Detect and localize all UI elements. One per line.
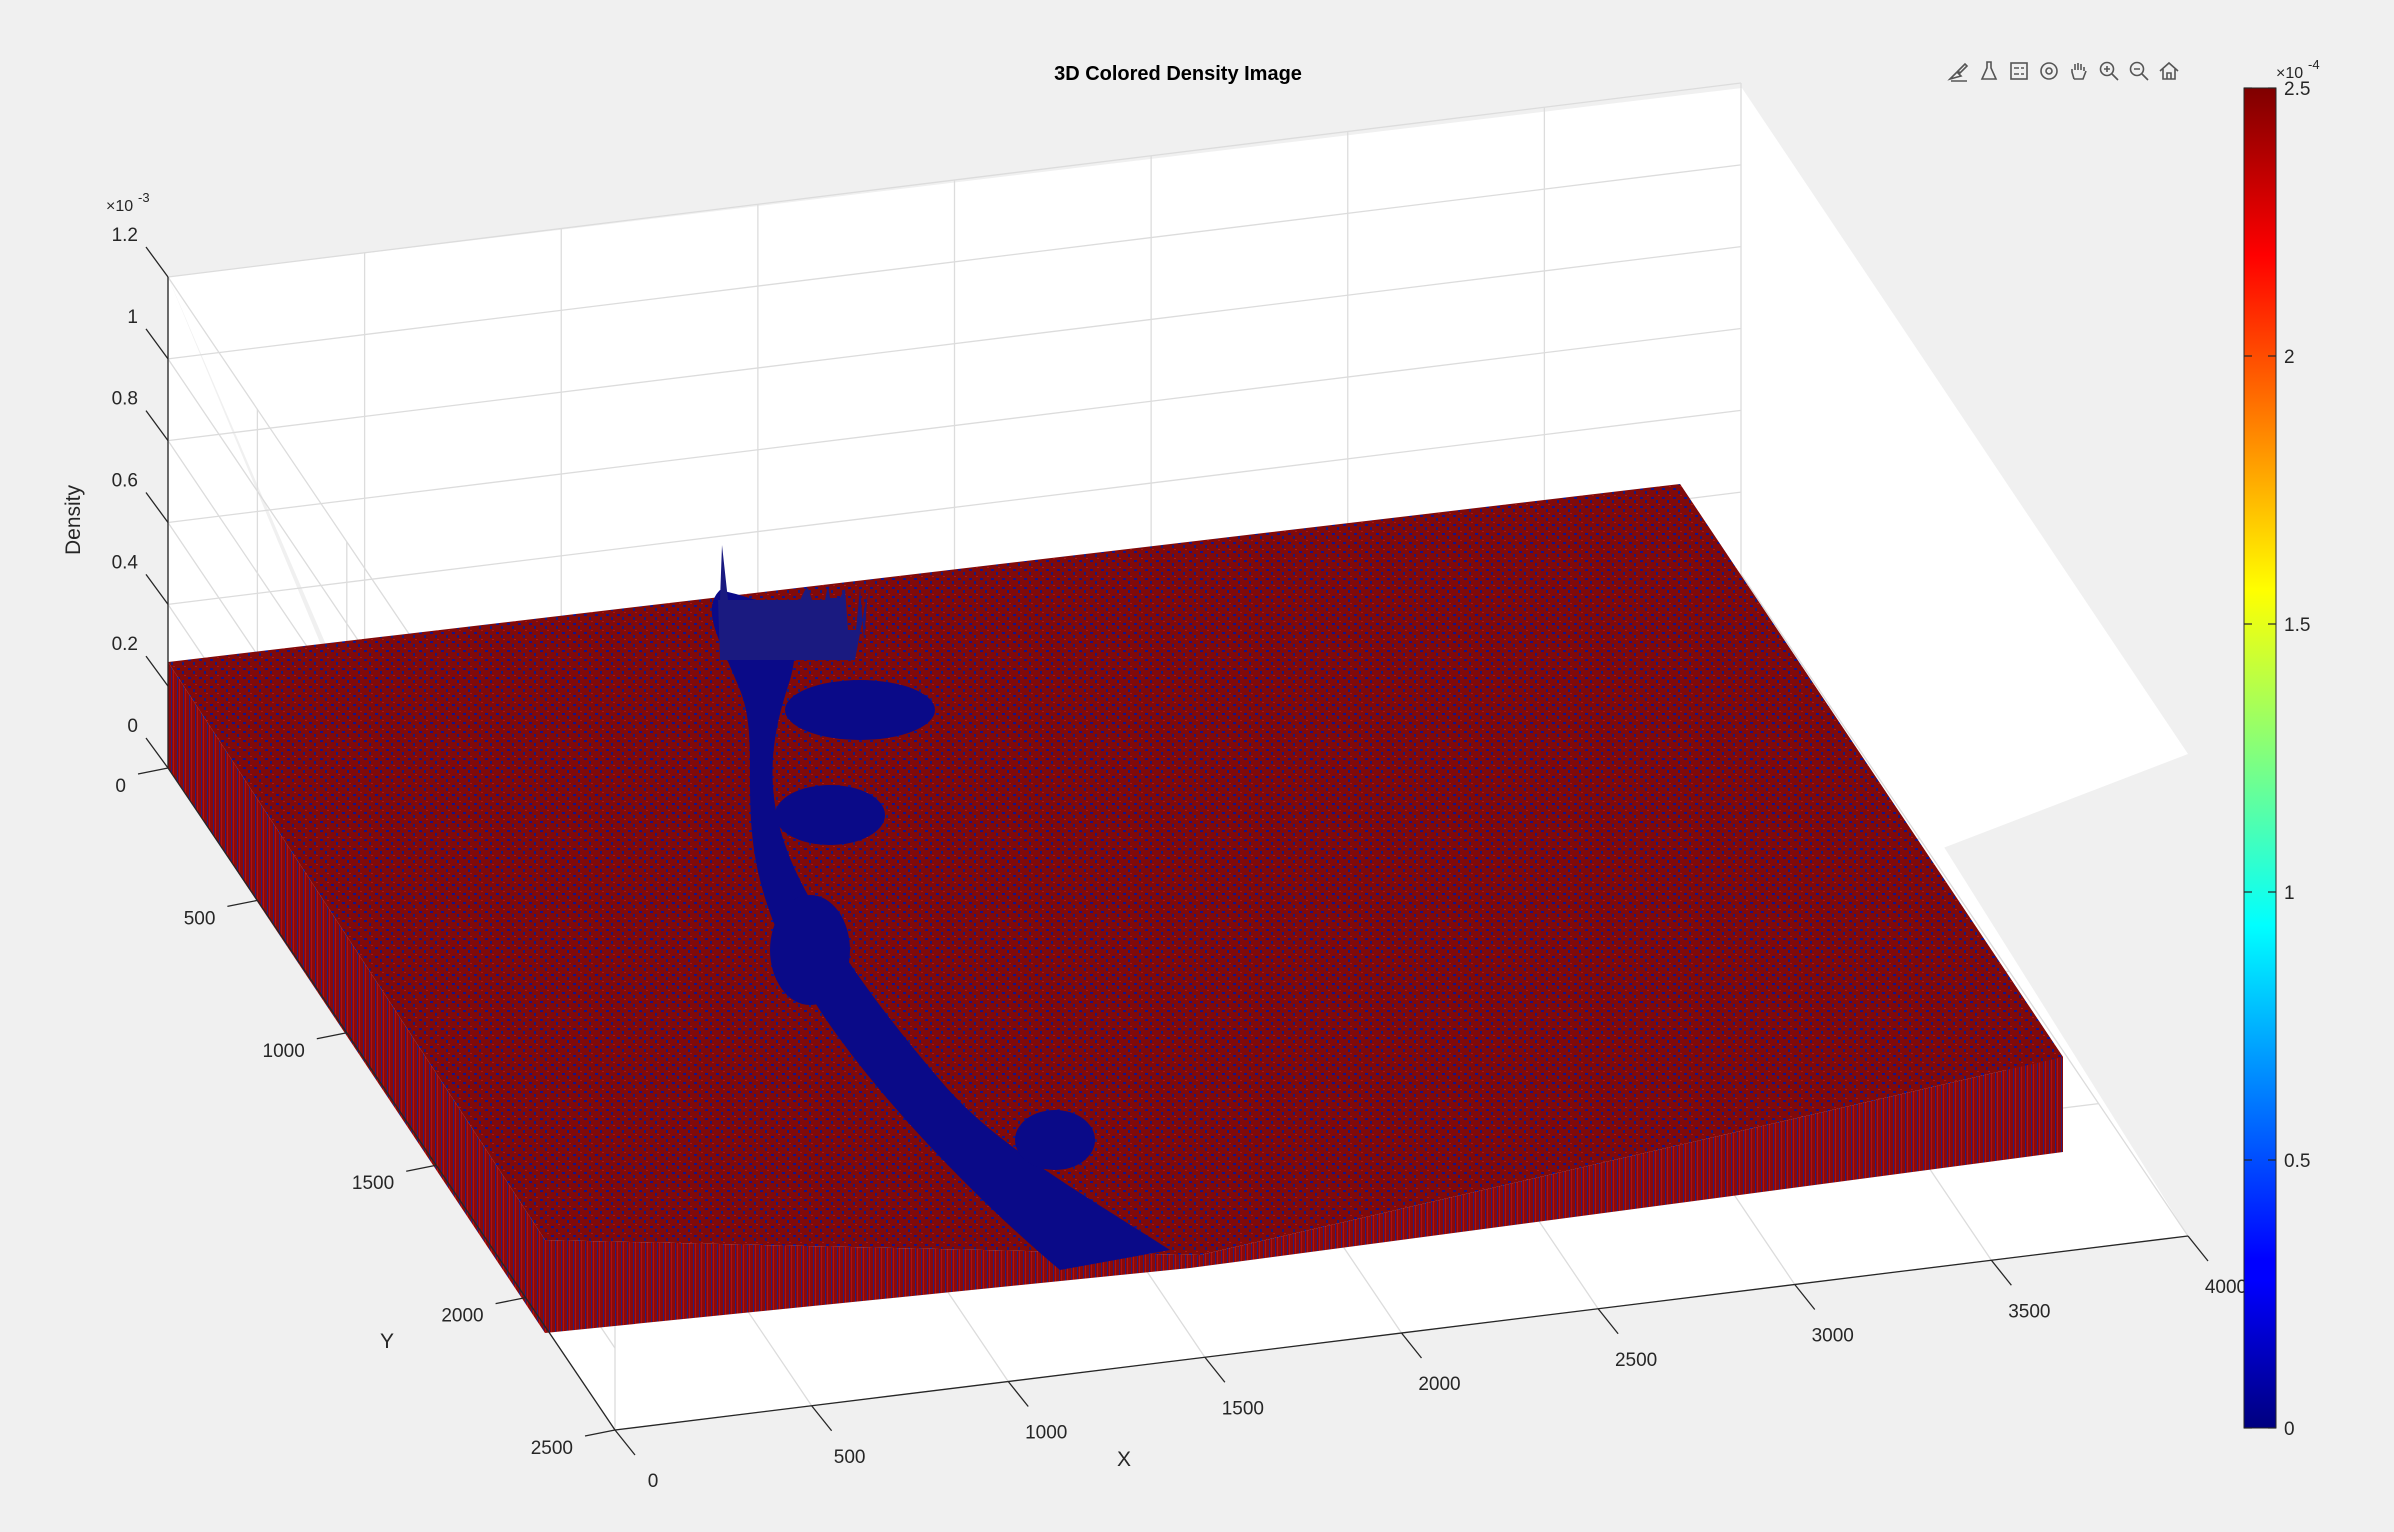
x-tick-label: 3500 — [2008, 1301, 2050, 1322]
z-tick-label: 1 — [127, 307, 138, 328]
surface-spikes — [718, 545, 868, 660]
y-tick-label: 0 — [115, 776, 126, 797]
grid-line — [167, 246, 1742, 442]
home-icon — [2159, 61, 2179, 80]
legend-icon — [2010, 62, 2028, 80]
y-tick-label: 1500 — [352, 1173, 394, 1194]
x-axis-label: X — [1117, 1448, 1131, 1471]
grid-line — [167, 409, 1742, 605]
x-tick-label: 500 — [834, 1447, 866, 1468]
zoom-out-button[interactable] — [2125, 56, 2153, 86]
y-tick — [495, 1296, 526, 1305]
x-tick — [1794, 1284, 1816, 1310]
y-tick-label: 1000 — [263, 1041, 305, 1062]
grid-line — [167, 164, 1742, 360]
zoom-in-icon — [2099, 61, 2119, 81]
surface-low-density-blob — [785, 680, 935, 740]
colorbar-tick-label: 0.5 — [2284, 1151, 2310, 1172]
y-tick — [227, 899, 258, 908]
pan-button[interactable] — [2065, 56, 2093, 86]
colorbar-exponent: ×10 -4 — [2276, 57, 2320, 82]
colorbar-gradient — [2243, 87, 2277, 1429]
rotate-3d-button[interactable] — [2035, 56, 2063, 86]
grid-line — [167, 327, 1742, 524]
surface-low-density-blob — [775, 785, 885, 845]
colorbar-tick-label: 2.5 — [2284, 79, 2310, 100]
z-tick — [145, 410, 169, 442]
legend-button[interactable] — [2005, 56, 2033, 86]
home-button[interactable] — [2155, 56, 2183, 86]
x-tick — [614, 1429, 636, 1456]
surface-low-density-blob — [1015, 1110, 1095, 1170]
colorbar-ticks: 0 0.5 1 1.5 2 2.5 — [2244, 79, 2310, 1440]
z-tick — [145, 246, 169, 278]
x-tick — [1597, 1308, 1619, 1335]
x-tick-label: 2000 — [1418, 1374, 1460, 1395]
y-tick-label: 2500 — [531, 1438, 573, 1459]
brush-button[interactable] — [1945, 56, 1973, 86]
svg-text:-3: -3 — [138, 190, 150, 205]
y-tick-label: 2000 — [441, 1306, 483, 1327]
x-tick-label: 0 — [648, 1471, 659, 1492]
z-tick — [145, 573, 169, 605]
axis-ticks: 0 500 1000 1500 2000 2500 3000 3500 4000 0 500 1000… — [112, 225, 2248, 1492]
grid-line — [1740, 573, 2189, 1237]
x-tick — [1204, 1356, 1226, 1383]
colorbar-tick-label: 1.5 — [2284, 615, 2310, 636]
colorbar: 0 0.5 1 1.5 2 2.5 ×10 -4 — [2243, 57, 2320, 1440]
x-tick — [2187, 1235, 2209, 1262]
x-tick — [811, 1405, 833, 1432]
x-tick — [1990, 1259, 2012, 1286]
z-tick — [145, 655, 169, 687]
z-tick-label: 0.2 — [112, 634, 138, 655]
y-axis-line — [167, 767, 616, 1431]
z-tick-label: 1.2 — [112, 225, 138, 246]
x-tick — [1400, 1332, 1423, 1359]
zoom-out-icon — [2129, 61, 2149, 81]
z-tick-label: 0 — [127, 716, 138, 737]
x-tick — [1007, 1381, 1029, 1407]
pan-hand-icon — [2071, 63, 2087, 80]
x-tick-label: 4000 — [2205, 1277, 2247, 1298]
chart-title: 3D Colored Density Image — [1054, 63, 1302, 85]
surface-low-density-blob — [770, 895, 850, 1005]
grid-line — [167, 82, 1742, 278]
zoom-in-button[interactable] — [2095, 56, 2123, 86]
y-tick — [584, 1429, 616, 1437]
z-tick — [145, 328, 169, 360]
colorbar-tick-label: 0 — [2284, 1419, 2295, 1440]
colorbar-tick-label: 1 — [2284, 883, 2295, 904]
y-axis-label: Y — [380, 1330, 394, 1353]
x-tick-label: 2500 — [1615, 1350, 1657, 1371]
rotate-3d-icon — [2040, 62, 2058, 80]
surface-top — [168, 484, 2063, 1255]
svg-text:-4: -4 — [2308, 57, 2320, 72]
z-axis-exponent: ×10 -3 — [106, 190, 150, 215]
x-tick-label: 1000 — [1025, 1423, 1067, 1444]
x-tick-label: 1500 — [1222, 1398, 1264, 1419]
brush-icon — [1947, 62, 1969, 82]
z-tick-label: 0.4 — [112, 552, 139, 573]
z-tick-label: 0.8 — [112, 389, 138, 410]
svg-text:×10: ×10 — [2276, 65, 2303, 82]
z-tick — [145, 737, 169, 769]
y-tick — [137, 767, 169, 775]
colorbar-tick-label: 2 — [2284, 347, 2295, 368]
z-axis-label: Density — [62, 484, 85, 555]
y-tick — [316, 1032, 347, 1040]
x-tick-label: 3000 — [1812, 1326, 1854, 1347]
z-tick — [145, 492, 169, 523]
axes-toolbar — [1945, 56, 2183, 88]
y-tick-label: 500 — [184, 908, 216, 929]
data-tips-icon — [1980, 61, 1998, 80]
density-surface — [168, 484, 2063, 1333]
svg-text:×10: ×10 — [106, 198, 133, 215]
y-tick — [406, 1164, 437, 1172]
z-tick-label: 0.6 — [112, 471, 138, 492]
data-tips-button[interactable] — [1975, 56, 2003, 86]
